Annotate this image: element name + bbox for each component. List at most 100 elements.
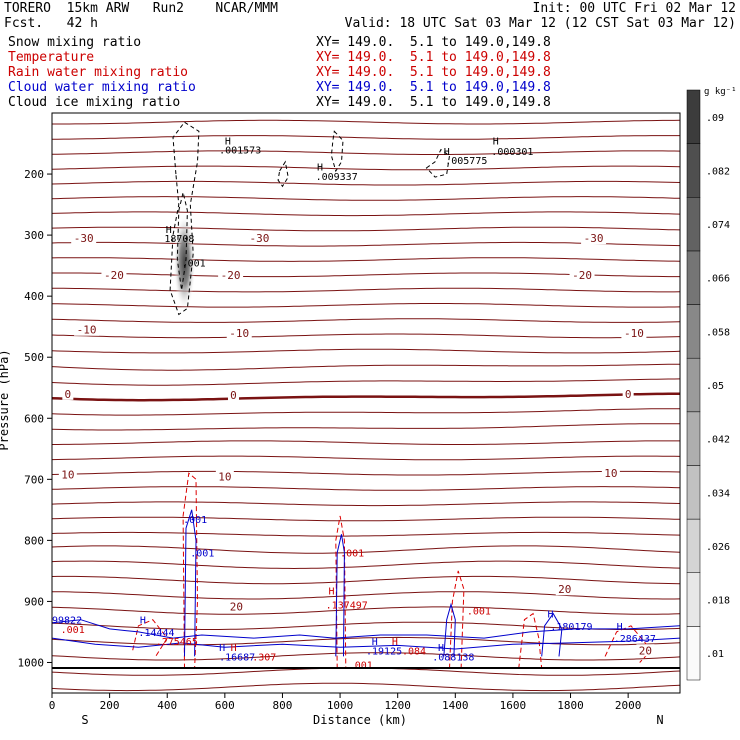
init-time: Init: 00 UTC Fri 02 Mar 12: [532, 1, 737, 16]
isotherm: [52, 119, 680, 125]
isotherm-label-bg: [62, 387, 74, 400]
snow-mixing-shading: [173, 214, 196, 311]
maximum-label: .001: [190, 549, 214, 560]
isotherm-label-bg: [621, 326, 647, 339]
y-axis: 200 300 400 500 600 700 800 900 1000: [18, 168, 52, 669]
x-tick-label: 0: [49, 699, 56, 712]
field-xy-cloud-water: XY= 149.0. 5.1 to 149.0,149.8: [316, 80, 551, 95]
maximum-label: H: [493, 136, 499, 147]
isotherm-label-bg: [71, 232, 97, 245]
isotherm: [52, 241, 680, 247]
isotherm-label: -20: [104, 269, 124, 282]
maximum-label: .001: [349, 660, 373, 671]
isotherm-label: -30: [584, 232, 604, 245]
colorbar-cell: [686, 250, 701, 305]
isotherm: [52, 636, 680, 646]
isotherm: [52, 196, 680, 201]
isotherm: [52, 455, 680, 461]
rain-contour: [449, 570, 465, 669]
maximum-label: .001: [340, 549, 364, 560]
colorbar-tick-label: .018: [706, 596, 730, 607]
isotherm: [52, 303, 680, 308]
isotherm-label-bg: [227, 389, 239, 402]
x-axis-title: Distance (km): [313, 713, 407, 727]
model-title: TORERO 15km ARW Run2 NCAR/MMM: [4, 1, 278, 16]
isotherm: [52, 211, 680, 217]
plot-area: -30 -30 -30 -20 -20 -20 -10 -10 -10 0 0 0 10 10 10 20 20…: [52, 119, 680, 692]
maximum-label: H: [438, 643, 444, 654]
isotherm-label: 10: [218, 470, 231, 483]
colorbar-cell: [686, 143, 701, 198]
maximum-label: .16687: [219, 652, 255, 663]
maximum-label: .180179: [550, 622, 592, 633]
x-tick-label: 200: [100, 699, 120, 712]
colorbar: .01 .018 .026 .034 .042 .05 .058 .066 .074 .082 .0…: [686, 87, 737, 681]
isotherm: [52, 652, 680, 661]
isotherm-label-bg: [569, 268, 595, 281]
maximum-label: H: [140, 616, 146, 627]
maximum-label: H: [166, 225, 172, 236]
y-tick-label: 200: [24, 168, 44, 181]
isotherm: [52, 287, 680, 293]
isotherm: [52, 560, 680, 570]
isotherm-label: 20: [639, 644, 652, 657]
maximum-label: 18708: [164, 234, 194, 245]
isotherm-label-bg: [74, 323, 100, 336]
contour-labels: -30 -30 -30 -20 -20 -20 -10 -10 -10 0 0 0 10 10 10 20 20…: [52, 136, 656, 671]
maximum-label: .001: [182, 259, 206, 270]
x-tick-label: 1800: [557, 699, 584, 712]
colorbar-cell: [686, 89, 701, 144]
isotherm: [52, 606, 680, 615]
isotherm-label: 0: [65, 388, 72, 401]
isotherm: [52, 682, 680, 692]
isotherm: [52, 150, 680, 155]
colorbar-cell: [686, 411, 701, 466]
colorbar-tick-label: .042: [706, 435, 730, 446]
rain-contour: [518, 612, 543, 669]
maximum-label: .001573: [219, 146, 261, 157]
plot-frame: [51, 112, 681, 694]
maximum-label: .001: [183, 515, 207, 526]
isotherm: [52, 165, 680, 171]
y-tick-label: 800: [24, 534, 44, 547]
rain-contour: [335, 515, 347, 669]
x-tick-label: 1400: [442, 699, 469, 712]
isotherm-label: 20: [230, 600, 243, 613]
isotherm: [52, 408, 680, 416]
maximum-label: .14444: [138, 628, 174, 639]
ice-contour: [425, 148, 451, 178]
isotherm-label-bg: [226, 326, 252, 339]
maximum-label: H: [444, 147, 450, 158]
isotherm: [52, 135, 680, 140]
isotherm-label: -20: [221, 269, 241, 282]
isotherm-label: 10: [61, 468, 74, 481]
snow-core: [173, 214, 196, 311]
colorbar-tick-label: .066: [706, 274, 730, 285]
cloud-contour: [52, 619, 680, 639]
isotherm: [52, 333, 680, 339]
y-tick-label: 400: [24, 290, 44, 303]
field-xy-cloud-ice: XY= 149.0. 5.1 to 149.0,149.8: [316, 95, 551, 110]
maximum-label: .000301: [491, 147, 533, 158]
x-axis: 0 200 400 600 800 1000 1200 1400 1600 1800 2000: [49, 693, 641, 712]
field-name-cloud-ice: Cloud ice mixing ratio: [8, 95, 181, 110]
colorbar-tick-label: .034: [706, 488, 730, 499]
maximum-label: H: [547, 610, 553, 621]
y-tick-label: 1000: [18, 656, 45, 669]
cloud-contour: [184, 509, 197, 657]
y-tick-label: 700: [24, 473, 44, 486]
isotherm: [52, 318, 680, 323]
isotherm: [52, 348, 680, 354]
isotherm: [52, 486, 680, 491]
maximum-label: .084: [402, 646, 426, 657]
maximum-label: .275465: [156, 637, 198, 648]
maximum-label: H: [372, 637, 378, 648]
cloud-contour: [52, 637, 680, 650]
field-xy-rain: XY= 149.0. 5.1 to 149.0,149.8: [316, 65, 551, 80]
maximum-label: .286437: [614, 634, 656, 645]
isotherm-label-bg: [555, 583, 574, 596]
temperature-contours: [52, 119, 680, 692]
isotherm-label: -10: [229, 327, 249, 340]
colorbar-tick-label: .05: [706, 381, 724, 392]
ice-contour: [176, 192, 188, 291]
